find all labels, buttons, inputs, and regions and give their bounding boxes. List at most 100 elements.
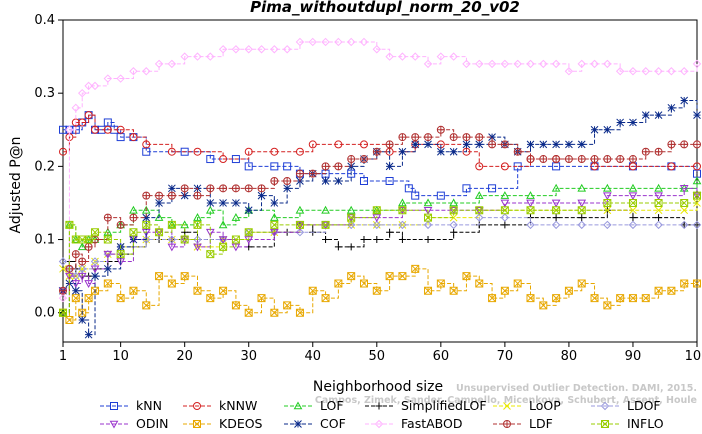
data-point — [90, 257, 100, 266]
data-point — [257, 191, 266, 200]
data-point — [385, 162, 394, 171]
data-point — [654, 198, 663, 207]
data-point — [500, 206, 509, 215]
data-point — [373, 236, 381, 244]
data-point — [308, 286, 317, 295]
data-point — [488, 294, 497, 303]
data-point — [488, 133, 496, 141]
data-point — [295, 220, 304, 229]
data-point — [693, 111, 701, 119]
data-point — [411, 264, 420, 273]
data-point — [692, 176, 702, 185]
data-point — [59, 264, 67, 273]
data-point — [679, 67, 689, 76]
y-tick-label: 0.1 — [34, 233, 55, 248]
data-point — [193, 147, 202, 156]
legend-item-inflo: INFLO — [591, 416, 664, 431]
data-point — [372, 220, 382, 230]
series-kdeos — [59, 264, 701, 325]
data-point — [423, 59, 433, 69]
data-point — [154, 59, 164, 69]
data-point — [552, 206, 561, 215]
data-point — [206, 184, 215, 193]
data-point — [283, 177, 292, 185]
data-point — [501, 221, 509, 229]
legend-marker — [600, 401, 610, 411]
data-point — [295, 147, 304, 156]
data-point — [552, 214, 560, 222]
data-point — [193, 235, 202, 244]
data-point — [206, 155, 215, 164]
legend-marker — [375, 402, 383, 410]
data-point — [269, 213, 279, 221]
data-point — [103, 74, 113, 83]
data-point — [359, 140, 368, 149]
legend-marker — [374, 419, 384, 429]
data-point — [513, 59, 522, 69]
data-point — [59, 308, 67, 317]
series-odin — [58, 185, 702, 296]
data-point — [603, 59, 612, 69]
data-point — [449, 147, 458, 156]
legend-item-fastabod: FastABOD — [365, 416, 463, 431]
data-point — [385, 52, 394, 61]
y-axis-label: Adjusted P@n — [8, 136, 24, 233]
data-point — [193, 220, 202, 229]
data-point — [142, 301, 151, 310]
data-point — [359, 279, 368, 288]
legend-label: FastABOD — [401, 416, 463, 431]
data-point — [552, 155, 561, 164]
data-point — [59, 286, 68, 295]
watermark-authors: Campos, Zimek, Sander, Campello, Micenko… — [315, 395, 697, 406]
plot-area: 1 10 20 30 40 50 60 70 80 90 100 0.0 0.1 0.2 0.3 0.4 — [34, 13, 702, 364]
y-tick-label: 0.4 — [34, 13, 55, 28]
x-tick-label: 30 — [240, 349, 257, 364]
data-point — [475, 59, 484, 69]
data-point — [90, 81, 100, 91]
series-ldf — [59, 125, 702, 295]
data-point — [398, 147, 407, 156]
data-point — [449, 220, 458, 230]
data-point — [84, 235, 93, 244]
data-point — [577, 199, 587, 208]
data-point — [78, 257, 87, 266]
data-point — [475, 279, 484, 288]
data-point — [244, 184, 253, 193]
data-point — [398, 236, 406, 244]
data-point — [500, 59, 510, 69]
data-point — [270, 199, 279, 207]
data-point — [680, 198, 689, 207]
data-point — [398, 206, 407, 215]
data-point — [667, 103, 676, 112]
data-point — [59, 147, 67, 156]
data-point — [77, 272, 87, 281]
data-point — [231, 235, 240, 244]
data-point — [129, 213, 138, 222]
data-point — [526, 59, 535, 69]
data-point — [424, 213, 433, 222]
legend-label: LDF — [529, 416, 553, 431]
legend: kNN kNNW LOF SimplifiedLOF LoOP LDOF ODIN KDEOS… — [100, 398, 664, 431]
data-point — [308, 37, 317, 47]
data-point — [628, 183, 638, 192]
data-point — [404, 184, 413, 193]
data-point — [360, 236, 368, 244]
data-point — [78, 88, 87, 98]
data-point — [411, 140, 420, 149]
data-point — [257, 45, 266, 54]
data-point — [270, 147, 279, 156]
data-point — [103, 250, 113, 259]
data-point — [680, 140, 689, 149]
data-point — [58, 293, 68, 303]
data-point — [206, 294, 215, 303]
data-point — [155, 191, 164, 200]
data-point — [65, 125, 74, 134]
data-point — [116, 74, 125, 83]
data-point — [654, 220, 663, 230]
data-point — [693, 140, 702, 149]
legend-marker — [601, 420, 609, 428]
data-point — [577, 279, 586, 288]
legend-item-lof: LOF — [284, 398, 344, 413]
data-point — [449, 133, 458, 142]
data-point — [629, 206, 637, 215]
